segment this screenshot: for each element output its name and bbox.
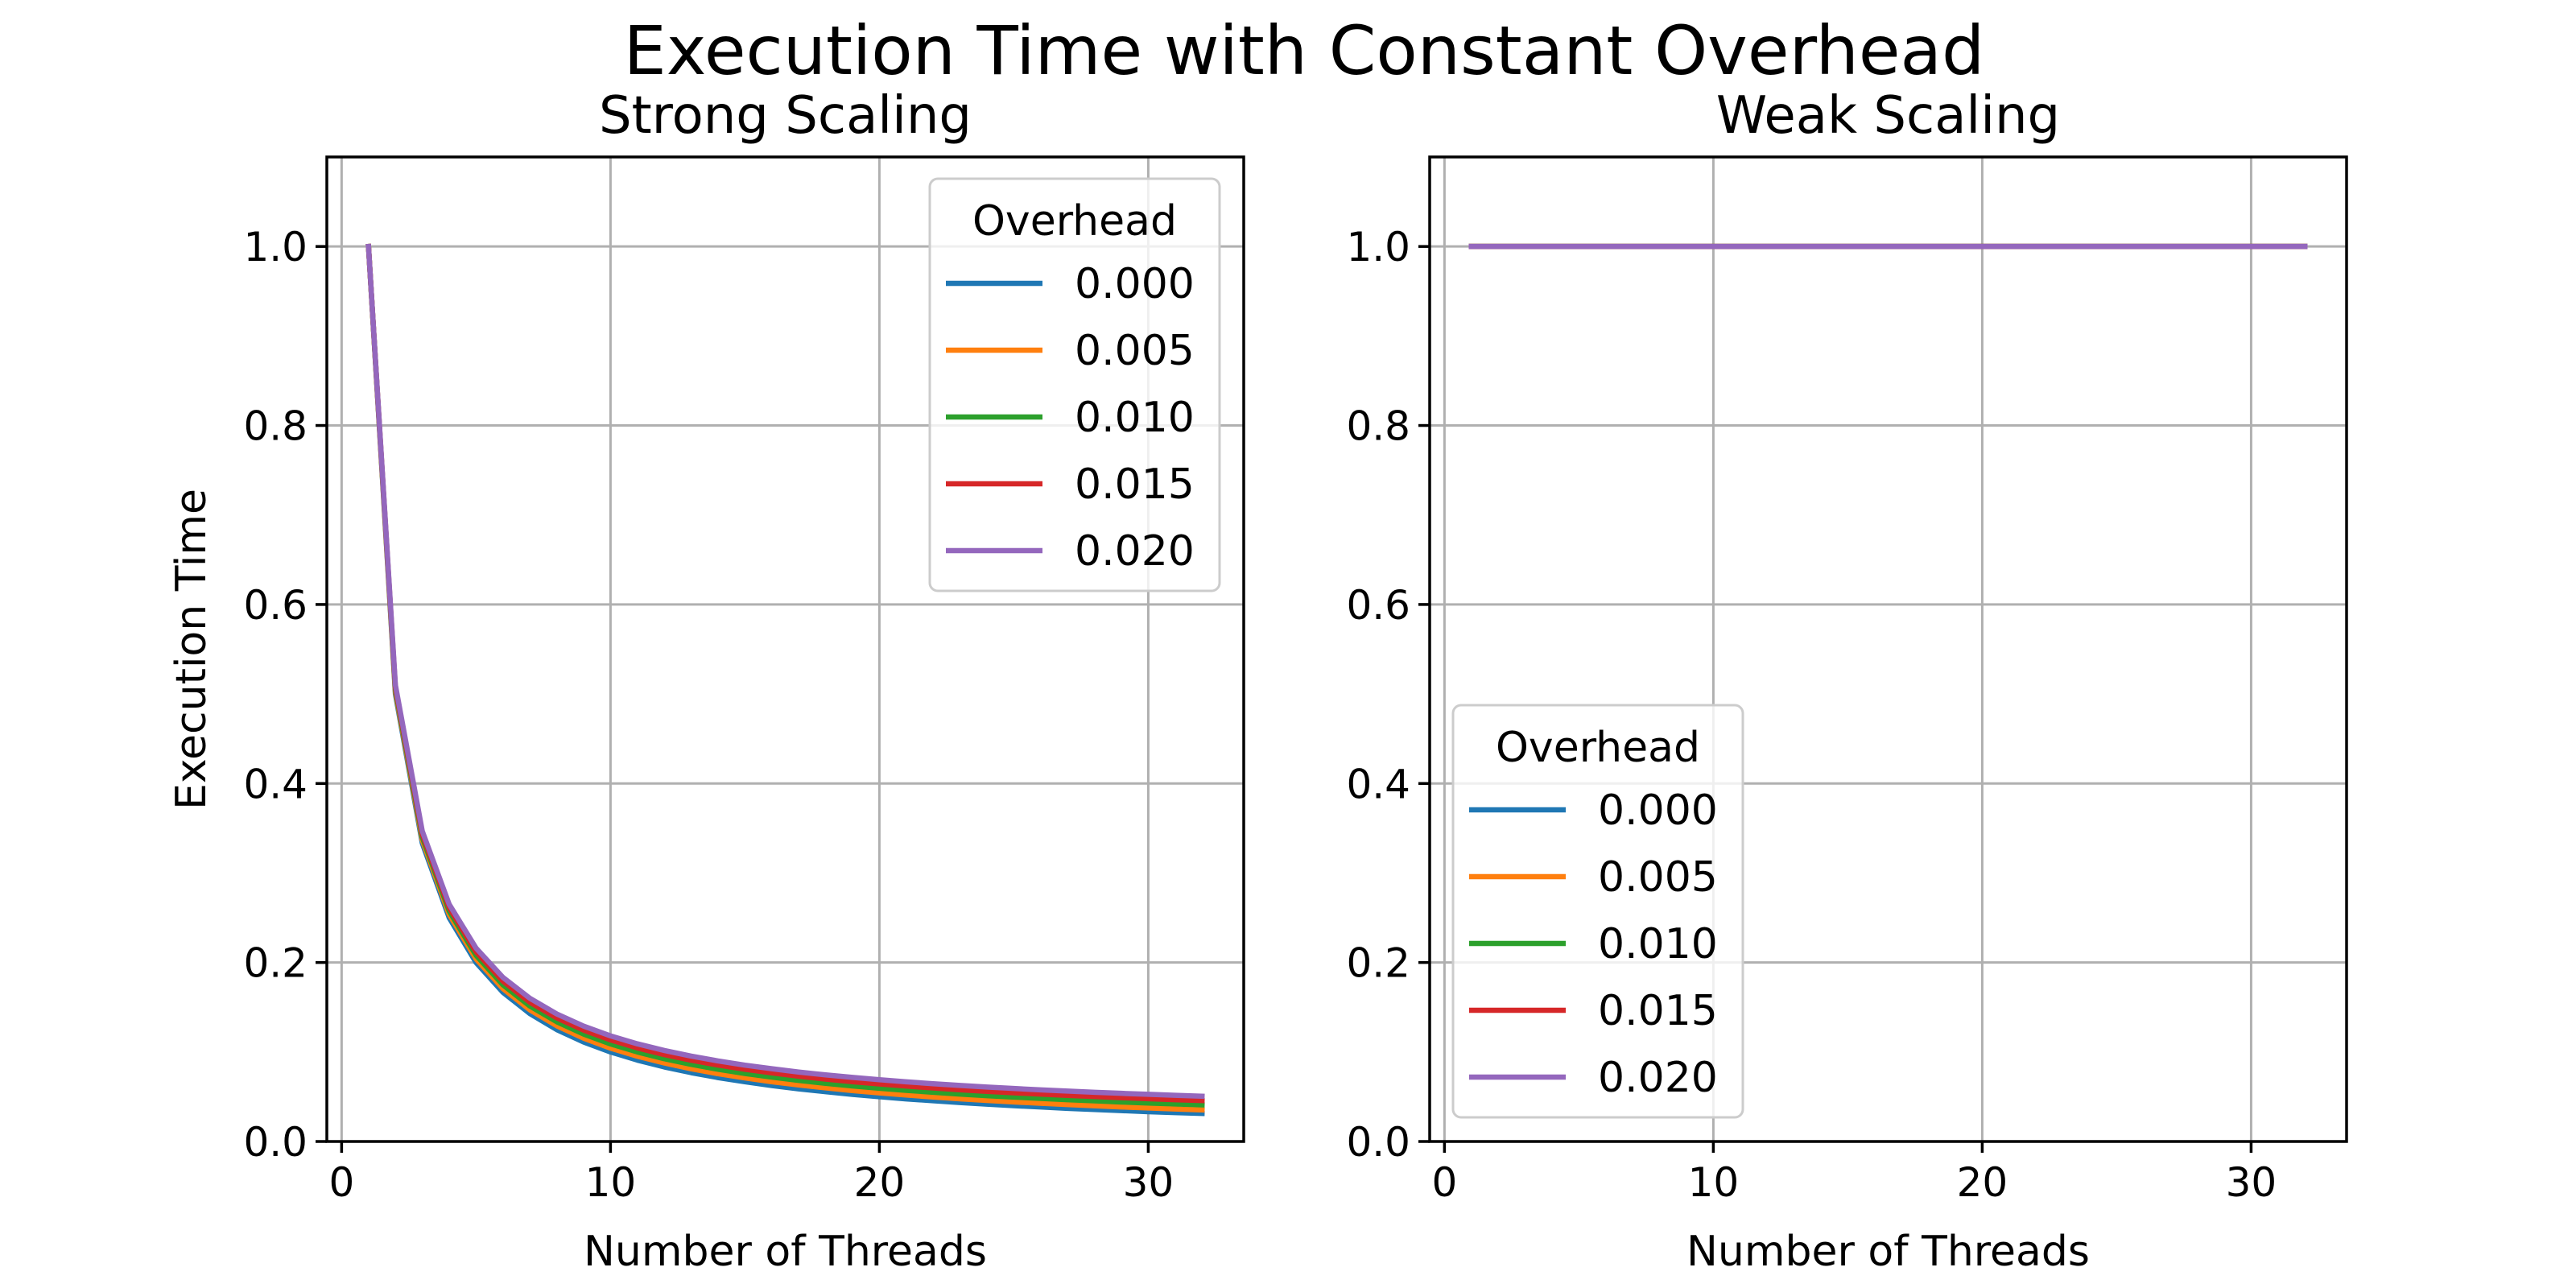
strong-axes-frame <box>325 155 1245 1143</box>
strong-series-line-0.015 <box>365 243 1205 1104</box>
strong-legend: Overhead 0.000 0.005 0.010 0.015 0.020 <box>928 177 1221 592</box>
weak-xtick-label-1: 10 <box>1688 1159 1740 1206</box>
plots-container: 0 10 20 30 0.0 0.2 0.4 0.6 0.8 1.0 Strong Scaling N… <box>167 86 2348 1276</box>
strong-legend-label-0.000: 0.000 <box>1075 260 1195 308</box>
strong-series-line-0.005 <box>365 243 1205 1113</box>
weak-ytick-label-4: 0.8 <box>1346 403 1410 450</box>
weak-legend-title: Overhead <box>1496 724 1700 772</box>
strong-y-axis-label: Execution Time <box>167 489 216 810</box>
strong-legend-label-0.020: 0.020 <box>1075 527 1195 576</box>
strong-ytick-label-5: 1.0 <box>243 224 308 270</box>
weak-xtick-label-2: 20 <box>1957 1159 2008 1206</box>
strong-xtick-label-3: 30 <box>1123 1159 1174 1206</box>
weak-ytick-label-0: 0.0 <box>1346 1119 1410 1166</box>
strong-ytick-label-4: 0.8 <box>243 403 308 450</box>
strong-legend-label-0.015: 0.015 <box>1075 460 1195 509</box>
strong-ytick-label-1: 0.2 <box>243 940 308 987</box>
weak-scaling-panel: 0 10 20 30 0.0 0.2 0.4 0.6 0.8 1.0 Weak Scaling Num… <box>1346 86 2348 1276</box>
strong-legend-title: Overhead <box>972 197 1177 246</box>
strong-series-line-0.020 <box>365 243 1205 1100</box>
strong-axes-title: Strong Scaling <box>599 86 972 146</box>
weak-ytick-label-1: 0.2 <box>1346 940 1410 987</box>
weak-legend-label-0.020: 0.020 <box>1598 1054 1718 1102</box>
weak-legend-label-0.005: 0.005 <box>1598 853 1718 902</box>
weak-legend-label-0.000: 0.000 <box>1598 786 1718 835</box>
weak-ytick-label-5: 1.0 <box>1346 224 1410 270</box>
weak-legend-label-0.015: 0.015 <box>1598 987 1718 1035</box>
weak-legend-label-0.010: 0.010 <box>1598 920 1718 968</box>
strong-legend-label-0.010: 0.010 <box>1075 394 1195 442</box>
weak-legend: Overhead 0.000 0.005 0.010 0.015 0.020 <box>1451 704 1744 1119</box>
strong-ytick-label-3: 0.6 <box>243 582 308 629</box>
weak-axes-title: Weak Scaling <box>1716 86 2060 146</box>
strong-x-axis-label: Number of Threads <box>584 1228 987 1276</box>
strong-scaling-panel: 0 10 20 30 0.0 0.2 0.4 0.6 0.8 1.0 Strong Scaling N… <box>167 86 1245 1276</box>
weak-ytick-label-2: 0.4 <box>1346 761 1410 807</box>
weak-xtick-label-3: 30 <box>2226 1159 2277 1206</box>
weak-ytick-label-3: 0.6 <box>1346 582 1410 629</box>
strong-xtick-label-1: 10 <box>585 1159 637 1206</box>
figure-title: Execution Time with Constant Overhead <box>624 11 1985 90</box>
weak-axes-frame <box>1428 155 2348 1143</box>
weak-xtick-label-0: 0 <box>1431 1159 1457 1206</box>
strong-xtick-label-0: 0 <box>328 1159 354 1206</box>
strong-legend-label-0.005: 0.005 <box>1075 327 1195 375</box>
strong-series-line-0.000 <box>365 243 1205 1117</box>
strong-ytick-label-2: 0.4 <box>243 761 308 807</box>
weak-x-axis-label: Number of Threads <box>1686 1228 2090 1276</box>
strong-ytick-label-0: 0.0 <box>243 1119 308 1166</box>
strong-xtick-label-2: 20 <box>854 1159 906 1206</box>
strong-series-line-0.010 <box>365 243 1205 1108</box>
